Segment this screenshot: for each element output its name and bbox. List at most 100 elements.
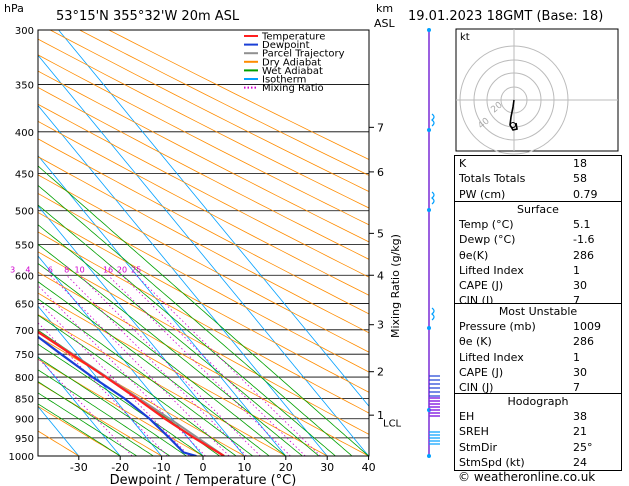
dry-adiabat <box>38 405 121 456</box>
wet-adiabat <box>38 298 253 456</box>
legend-label: Wet Adiabat <box>262 66 323 77</box>
mixing-ratio-label: 16 <box>103 265 113 274</box>
mixing-ratio-label: 4 <box>25 265 30 274</box>
most-unstable-table: Most Unstable Pressure (mb) 1009 θe (K) 28… <box>454 303 622 397</box>
pressure-tick-label: 600 <box>15 271 34 282</box>
hodo-unit-label: kt <box>460 32 470 43</box>
most-unstable-title: Most Unstable <box>498 305 578 318</box>
wet-adiabat <box>38 184 353 456</box>
location-title: 53°15'N 355°32'W 20m ASL <box>56 9 240 24</box>
mu-row: CAPE (J) 30 <box>459 365 587 379</box>
pressure-tick-label: 400 <box>15 128 34 139</box>
index-row: Totals Totals 58 <box>459 172 587 186</box>
km-tick-label: 5 <box>377 227 384 240</box>
hodo-row: StmDir 25° <box>459 440 593 454</box>
km-tick-label: 2 <box>377 366 384 379</box>
mixing-ratio-label: 6 <box>48 265 53 274</box>
dry-adiabat <box>108 30 369 160</box>
dry-adiabat <box>38 70 369 243</box>
pressure-axis: 300 350 400 450 500 550 600 650 700 750 800 850 900 9… <box>9 26 34 463</box>
surface-row: Lifted Index 1 <box>459 263 580 277</box>
km-tick-label: 6 <box>377 166 384 179</box>
dry-adiabat <box>38 211 369 393</box>
parcel-trajectory <box>38 330 225 456</box>
dry-adiabat <box>38 120 369 296</box>
isotherm-line <box>38 155 287 456</box>
surface-title: Surface <box>517 203 559 216</box>
wind-level-dot <box>427 128 431 132</box>
dry-adiabat <box>38 358 204 456</box>
mu-row: CIN (J) 7 <box>459 381 580 395</box>
dry-adiabat <box>38 174 369 353</box>
pressure-tick-label: 650 <box>15 300 34 311</box>
mu-row: Pressure (mb) 1009 <box>459 320 601 333</box>
km-tick-label: 3 <box>377 319 384 332</box>
legend-label: Dewpoint <box>262 40 310 51</box>
hodograph-table-title: Hodograph <box>507 395 569 408</box>
mu-row: Lifted Index 1 <box>459 350 580 364</box>
wet-adiabat <box>38 243 303 456</box>
mixing-ratio-line <box>107 275 291 456</box>
pressure-tick-label: 550 <box>15 240 34 251</box>
indices-table: K 18 Totals Totals 58 PW (cm) 0.79 <box>454 155 622 203</box>
temp-tick-label: 40 <box>362 461 376 474</box>
temperature-profile <box>38 330 225 456</box>
dry-adiabat <box>38 138 369 315</box>
wind-barb <box>431 113 435 127</box>
isotherm-line <box>58 30 369 407</box>
dry-adiabat <box>38 38 369 209</box>
skewt-profiles <box>38 330 225 456</box>
dewpoint-profile <box>38 335 197 456</box>
mixing-ratio-line <box>38 284 206 456</box>
wet-adiabat <box>38 369 171 456</box>
legend-label: Temperature <box>261 32 325 43</box>
index-row: K 18 <box>459 157 587 170</box>
asl-label: ASL <box>374 17 396 30</box>
wind-profile <box>427 28 440 458</box>
wet-adiabat <box>38 343 204 456</box>
mixing-ratio-line <box>121 275 306 456</box>
legend-label: Dry Adiabat <box>262 57 321 68</box>
wet-adiabat <box>38 224 320 456</box>
wet-adiabat <box>38 165 369 456</box>
legend-label: Isotherm <box>262 75 306 86</box>
hodo-row: SREH 21 <box>459 425 587 439</box>
wet-adiabat <box>38 262 287 456</box>
wind-barb <box>431 191 435 205</box>
surface-row: Dewp (°C) -1.6 <box>459 233 595 247</box>
pressure-tick-label: 450 <box>15 169 34 180</box>
wind-level-dot <box>427 326 431 330</box>
temp-tick-label: 30 <box>320 461 334 474</box>
hodograph-table: Hodograph EH 38 SREH 21 StmDir 25° StmSpd (… <box>454 393 622 472</box>
legend-label: Mixing Ratio <box>262 83 324 94</box>
wet-adiabat <box>38 381 154 456</box>
temperature-axis: -30 -20 -10 0 10 20 30 40 <box>70 456 376 474</box>
mixing-ratio-line <box>135 275 321 456</box>
pressure-tick-label: 500 <box>15 207 34 218</box>
isotherm-line <box>38 255 204 456</box>
hodo-row: EH 38 <box>459 410 587 423</box>
wet-adiabat <box>38 329 220 456</box>
lcl-label: LCL <box>383 419 402 430</box>
mixing-ratio-labels: 12346810162025 <box>10 265 141 274</box>
surface-row: θe(K) 286 <box>459 248 594 262</box>
legend-label: Parcel Trajectory <box>262 49 345 60</box>
pressure-tick-label: 350 <box>15 81 34 92</box>
dry-adiabat <box>38 231 369 414</box>
hodograph-frame <box>455 28 619 152</box>
dry-adiabat <box>38 336 245 456</box>
x-axis-label: Dewpoint / Temperature (°C) <box>110 473 297 486</box>
dry-adiabat <box>38 87 369 260</box>
wind-level-dot <box>427 454 431 458</box>
temp-tick-label: 0 <box>200 461 207 474</box>
credit-text: © weatheronline.co.uk <box>458 470 596 484</box>
wind-barb <box>431 307 435 321</box>
wet-adiabat <box>38 281 270 456</box>
wet-adiabat <box>38 403 121 456</box>
temp-tick-label: 20 <box>279 461 293 474</box>
wet-adiabat <box>38 392 138 456</box>
pressure-tick-label: 900 <box>15 415 34 426</box>
surface-row: Temp (°C) 5.1 <box>459 218 591 231</box>
mixing-ratio-label: 8 <box>64 265 69 274</box>
